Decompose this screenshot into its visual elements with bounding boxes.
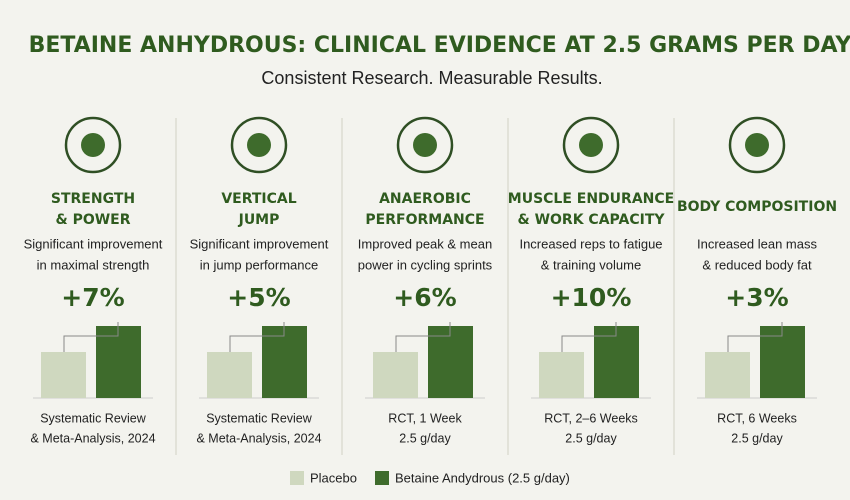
source: RCT, 1 Week [388,411,462,425]
betaine-bar [96,326,141,398]
error-bars [727,322,783,352]
panel-description: & training volume [541,257,641,272]
panel-description: in jump performance [200,257,319,272]
betaine-bar [428,326,473,398]
panel-description: Increased lean mass [697,236,817,251]
placebo-bar [539,352,584,398]
placebo-bar [373,352,418,398]
effect: +7% [61,283,124,312]
placebo-bar [41,352,86,398]
icon-ring [396,116,454,174]
betaine-bar [594,326,639,398]
betaine-bar [262,326,307,398]
separators [175,118,675,455]
panel-title: VERTICAL [221,191,296,207]
error-bars [229,322,285,352]
icon-ring [64,116,122,174]
panel-title: & POWER [55,212,130,228]
source: 2.5 g/day [731,431,783,445]
panel-title: BODY COMPOSITION [677,199,837,215]
panel: MUSCLE ENDURANCE & WORK CAPACITY Increased… [508,116,674,445]
icon-ring [728,116,786,174]
legend-label: Placebo [310,470,357,485]
panel-description: & reduced body fat [702,257,812,272]
source: & Meta-Analysis, 2024 [196,431,321,445]
source: RCT, 6 Weeks [717,411,797,425]
icon [579,133,603,157]
panel: BODY COMPOSITION Increased lean mass & red… [677,116,837,445]
icon-ring [230,116,288,174]
placebo-bar [207,352,252,398]
source: Systematic Review [40,411,147,425]
source: 2.5 g/day [565,431,617,445]
effect: +3% [725,283,788,312]
subtitle: Consistent Research. Measurable Results. [261,68,602,88]
icon [81,133,105,157]
legend-swatch [290,471,304,485]
panel-title: PERFORMANCE [365,212,484,228]
panel-description: in maximal strength [37,257,150,272]
panel-description: Improved peak & mean [358,236,492,251]
panel-description: Increased reps to fatigue [519,236,662,251]
betaine-bar [760,326,805,398]
title: BETAINE ANHYDROUS: CLINICAL EVIDENCE AT … [29,33,850,58]
placebo-bar [705,352,750,398]
panel-description: Significant improvement [24,236,163,251]
panel-description: power in cycling sprints [358,257,493,272]
panel: STRENGTH & POWER Significant improvement in… [24,116,163,445]
effect: +5% [227,283,290,312]
legend-swatch [375,471,389,485]
icon [247,133,271,157]
effect: +10% [551,283,632,312]
error-bars [395,322,451,352]
icon [745,133,769,157]
icon-ring [562,116,620,174]
source: 2.5 g/day [399,431,451,445]
error-bars [561,322,617,352]
source: Systematic Review [206,411,313,425]
panel-title: JUMP [238,212,280,228]
panel-title: & WORK CAPACITY [517,212,665,228]
effect: +6% [393,283,456,312]
panel-title: STRENGTH [51,191,135,207]
panel-title: ANAEROBIC [379,191,471,207]
legend: Placebo Betaine Andydrous (2.5 g/day) [290,470,570,485]
source: & Meta-Analysis, 2024 [30,431,155,445]
panel-title: MUSCLE ENDURANCE [508,191,674,207]
source: RCT, 2–6 Weeks [544,411,638,425]
error-bars [63,322,119,352]
legend-label: Betaine Andydrous (2.5 g/day) [395,470,570,485]
panel: ANAEROBIC PERFORMANCE Improved peak & mean… [358,116,493,445]
icon [413,133,437,157]
panel: VERTICAL JUMP Significant improvement in ju… [190,116,329,445]
panel-description: Significant improvement [190,236,329,251]
